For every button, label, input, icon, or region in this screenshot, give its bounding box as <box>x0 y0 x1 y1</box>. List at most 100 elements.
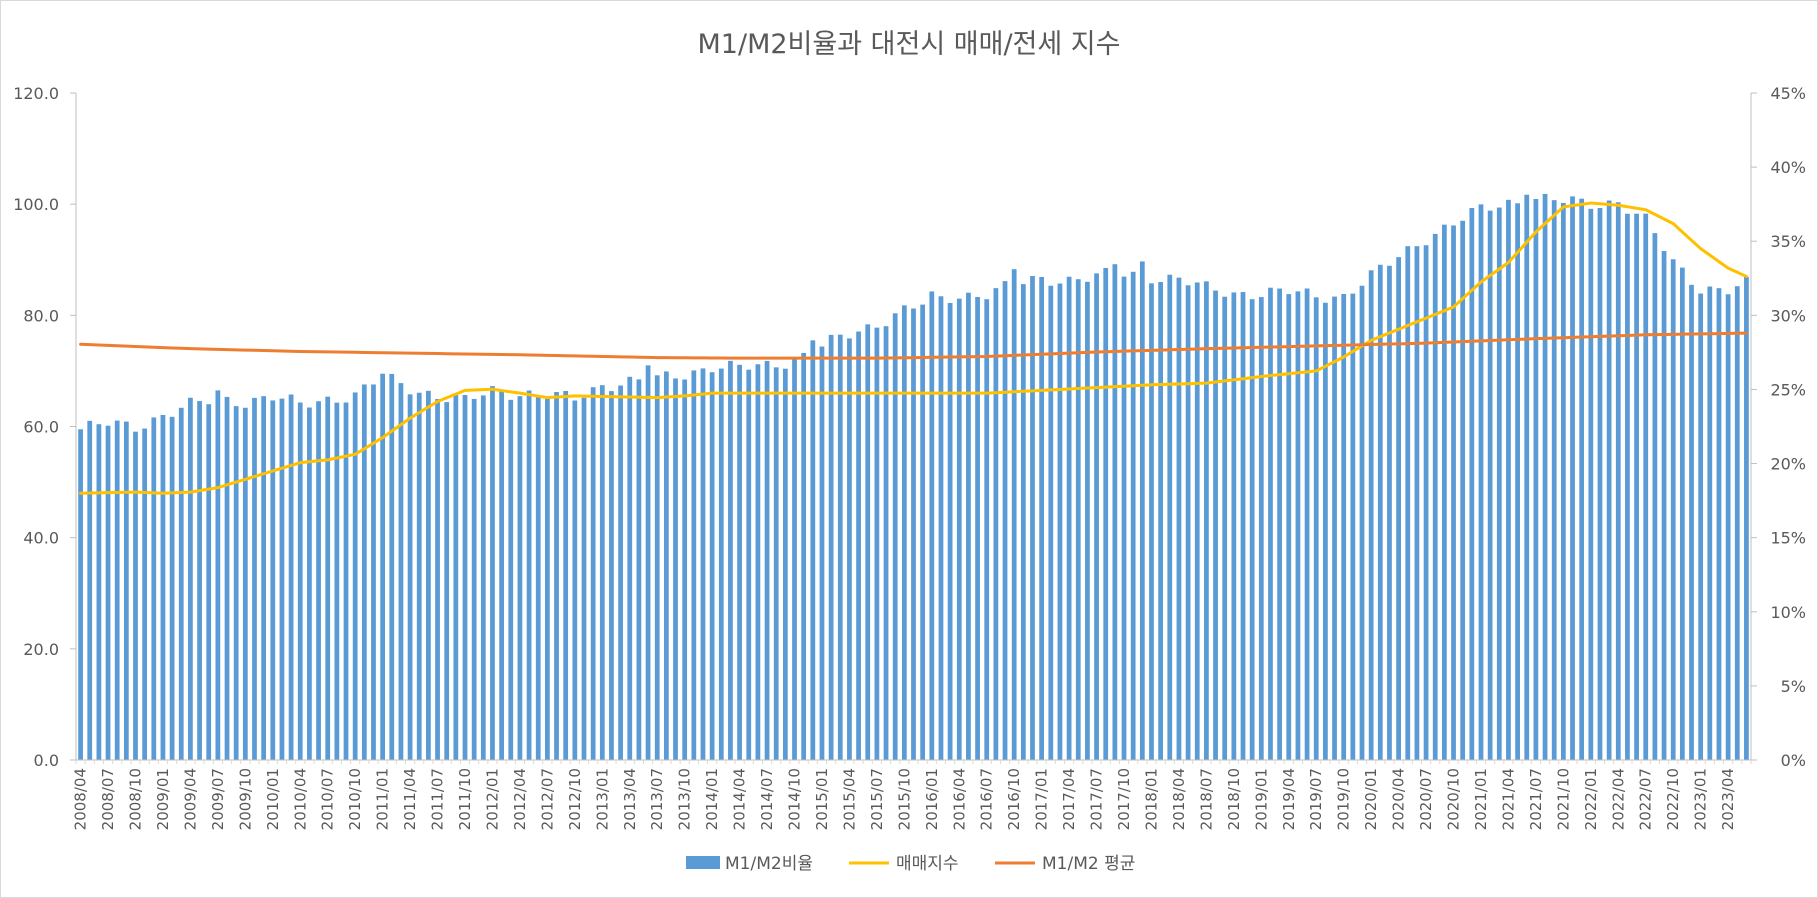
legend-label: M1/M2비율 <box>725 854 813 874</box>
bar-2020/06 <box>1414 246 1420 760</box>
bar-2021/01 <box>1478 204 1484 761</box>
bar-2022/01 <box>1588 208 1594 761</box>
bar-2011/08 <box>444 402 450 760</box>
bar-2016/11 <box>1020 284 1026 760</box>
bar-2021/07 <box>1533 198 1539 761</box>
x-tick-label: 2020/04 <box>1390 768 1408 830</box>
y-right-tick-label: 25% <box>1770 380 1806 399</box>
x-tick-label: 2018/07 <box>1197 768 1215 830</box>
bar-2011/10 <box>462 395 468 760</box>
bar-2009/06 <box>206 404 212 760</box>
bar-2020/11 <box>1460 220 1466 761</box>
bar-2010/12 <box>371 384 376 760</box>
bar-2014/06 <box>755 364 761 760</box>
chart-title: M1/M2비율과 대전시 매매/전세 지수 <box>698 29 1121 60</box>
x-tick-label: 2022/01 <box>1582 768 1600 830</box>
bar-2014/07 <box>764 360 770 760</box>
x-tick-label: 2016/10 <box>1005 768 1023 830</box>
bar-2019/10 <box>1341 293 1347 760</box>
bar-2016/12 <box>1030 276 1035 760</box>
legend-entry-3: M1/M2 평균 <box>995 854 1135 874</box>
bar-2023/01 <box>1698 293 1704 760</box>
bar-2012/09 <box>563 391 569 760</box>
y-right-tick-label: 40% <box>1770 158 1806 177</box>
bar-2014/08 <box>773 367 779 760</box>
bar-2015/06 <box>865 324 871 760</box>
y-right-tick-label: 10% <box>1770 603 1806 622</box>
bar-2010/08 <box>334 402 340 760</box>
bar-2009/07 <box>215 390 221 760</box>
x-tick-label: 2018/10 <box>1225 768 1243 830</box>
x-tick-label: 2016/04 <box>950 768 968 830</box>
bar-2019/12 <box>1359 285 1365 760</box>
bar-2018/04 <box>1176 277 1182 760</box>
bar-2016/09 <box>1002 281 1008 760</box>
x-tick-label: 2012/01 <box>483 768 501 830</box>
x-tick-label: 2021/04 <box>1499 768 1517 830</box>
x-tick-label: 2009/07 <box>209 768 227 830</box>
bar-2010/01 <box>270 400 276 760</box>
x-tick-label: 2014/04 <box>731 768 749 830</box>
bar-2016/07 <box>984 299 990 760</box>
bar-2021/05 <box>1515 203 1520 761</box>
bar-2023/03 <box>1716 288 1722 760</box>
bar-2020/10 <box>1451 225 1456 760</box>
bar-2022/05 <box>1625 213 1630 760</box>
x-tick-label: 2009/01 <box>154 768 172 830</box>
bar-2014/04 <box>737 364 742 760</box>
bar-2013/10 <box>682 379 688 760</box>
line-series <box>79 201 1748 495</box>
series-line-2 <box>79 331 1748 360</box>
x-tick-label: 2013/04 <box>621 768 639 830</box>
bar-series <box>78 193 1749 761</box>
bar-2009/11 <box>252 397 257 760</box>
x-tick-label: 2011/10 <box>456 768 474 830</box>
bar-2020/07 <box>1423 245 1429 761</box>
legend-label: M1/M2 평균 <box>1042 854 1135 874</box>
y-right-tick-label: 0% <box>1781 751 1806 770</box>
bar-2021/08 <box>1542 193 1548 760</box>
legend-swatch <box>686 856 720 869</box>
bar-2021/03 <box>1496 207 1502 761</box>
bar-2008/09 <box>123 421 129 760</box>
bar-2012/02 <box>499 391 504 760</box>
axes: 0.0 20.0 40.0 60.0 80.0 100.0 120.0 0% 5% 10% 15% 2… <box>13 84 1806 830</box>
bar-2010/11 <box>361 384 367 760</box>
bar-2009/02 <box>169 416 175 760</box>
legend: M1/M2비율 매매지수 M1/M2 평균 <box>686 854 1135 874</box>
y-left-tick-label: 60.0 <box>23 418 59 437</box>
bar-2015/10 <box>901 305 907 760</box>
bar-2012/07 <box>545 398 550 760</box>
bar-2018/08 <box>1213 290 1218 760</box>
bar-2014/03 <box>728 360 733 760</box>
x-tick-label: 2013/01 <box>593 768 611 830</box>
bar-2021/10 <box>1560 202 1566 761</box>
bar-2021/12 <box>1579 198 1585 760</box>
x-tick-label: 2022/10 <box>1664 768 1682 830</box>
bar-2016/01 <box>929 291 935 760</box>
bar-2014/02 <box>718 368 724 760</box>
x-tick-label: 2022/04 <box>1609 768 1627 830</box>
bar-2009/09 <box>233 406 239 760</box>
bar-2022/04 <box>1615 202 1621 760</box>
bar-2020/09 <box>1441 224 1447 761</box>
bar-2023/02 <box>1707 286 1713 760</box>
y-left-tick-label: 20.0 <box>23 640 59 659</box>
bar-2015/09 <box>892 313 898 760</box>
x-tick-label: 2019/07 <box>1307 768 1325 830</box>
bar-2010/03 <box>288 394 294 760</box>
x-tick-label: 2010/04 <box>291 768 309 830</box>
bar-2017/09 <box>1112 264 1118 760</box>
bar-2010/05 <box>307 407 312 760</box>
bar-2016/08 <box>993 288 999 760</box>
bar-2013/07 <box>654 375 660 760</box>
bar-2018/12 <box>1249 299 1255 760</box>
bar-2012/04 <box>517 396 523 760</box>
bar-2015/02 <box>828 334 834 760</box>
bar-2013/12 <box>700 368 706 760</box>
y-left-tick-label: 80.0 <box>23 306 59 325</box>
bar-2018/11 <box>1240 292 1246 760</box>
bar-2022/10 <box>1670 259 1676 760</box>
bar-2019/01 <box>1258 297 1264 760</box>
x-tick-label: 2010/07 <box>319 768 337 830</box>
